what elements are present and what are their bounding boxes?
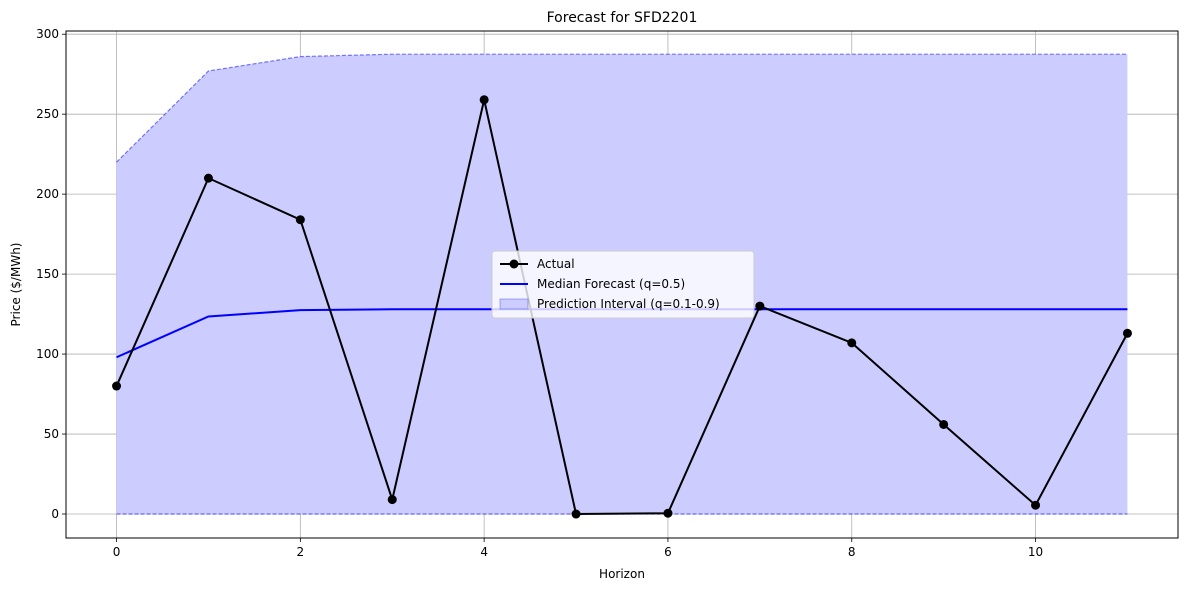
actual-point [1031,500,1041,510]
actual-point [112,381,122,391]
legend-label: Actual [537,257,575,271]
y-tick-label: 150 [36,267,59,281]
x-tick-label: 0 [113,545,121,559]
actual-point [571,509,581,519]
actual-point [939,419,949,429]
x-axis-ticks: 0 2 4 6 8 10 [113,538,1043,559]
actual-point [1122,328,1132,338]
y-tick-label: 250 [36,107,59,121]
x-tick-label: 10 [1028,545,1043,559]
y-axis-label: Price ($/MWh) [9,243,23,327]
legend-label: Median Forecast (q=0.5) [537,277,685,291]
actual-point [387,495,397,505]
legend-swatch-interval [499,298,529,310]
x-tick-label: 8 [848,545,856,559]
y-tick-label: 200 [36,187,59,201]
y-tick-label: 100 [36,347,59,361]
y-tick-label: 50 [44,427,59,441]
actual-point [663,508,673,518]
x-axis-label: Horizon [599,567,645,581]
chart-title: Forecast for SFD2201 [547,10,698,26]
actual-point [203,173,213,183]
legend-label: Prediction Interval (q=0.1-0.9) [537,297,720,311]
y-axis-ticks: 0 50 100 150 200 250 300 [36,27,66,521]
y-tick-label: 300 [36,27,59,41]
actual-point [847,338,857,348]
plot-frame [65,30,1179,539]
actual-line [115,99,1129,516]
actual-markers [112,95,1132,519]
legend-box [491,250,755,319]
legend: Actual Median Forecast (q=0.5) Prediction … [491,250,755,319]
legend-swatch-marker [509,259,519,269]
actual-point [295,215,305,225]
actual-point [755,301,765,311]
y-tick-label: 0 [51,507,59,521]
x-tick-label: 2 [297,545,305,559]
interval-upper-line [116,53,1128,163]
x-tick-label: 6 [664,545,672,559]
actual-point [479,95,489,105]
x-tick-label: 4 [480,545,488,559]
